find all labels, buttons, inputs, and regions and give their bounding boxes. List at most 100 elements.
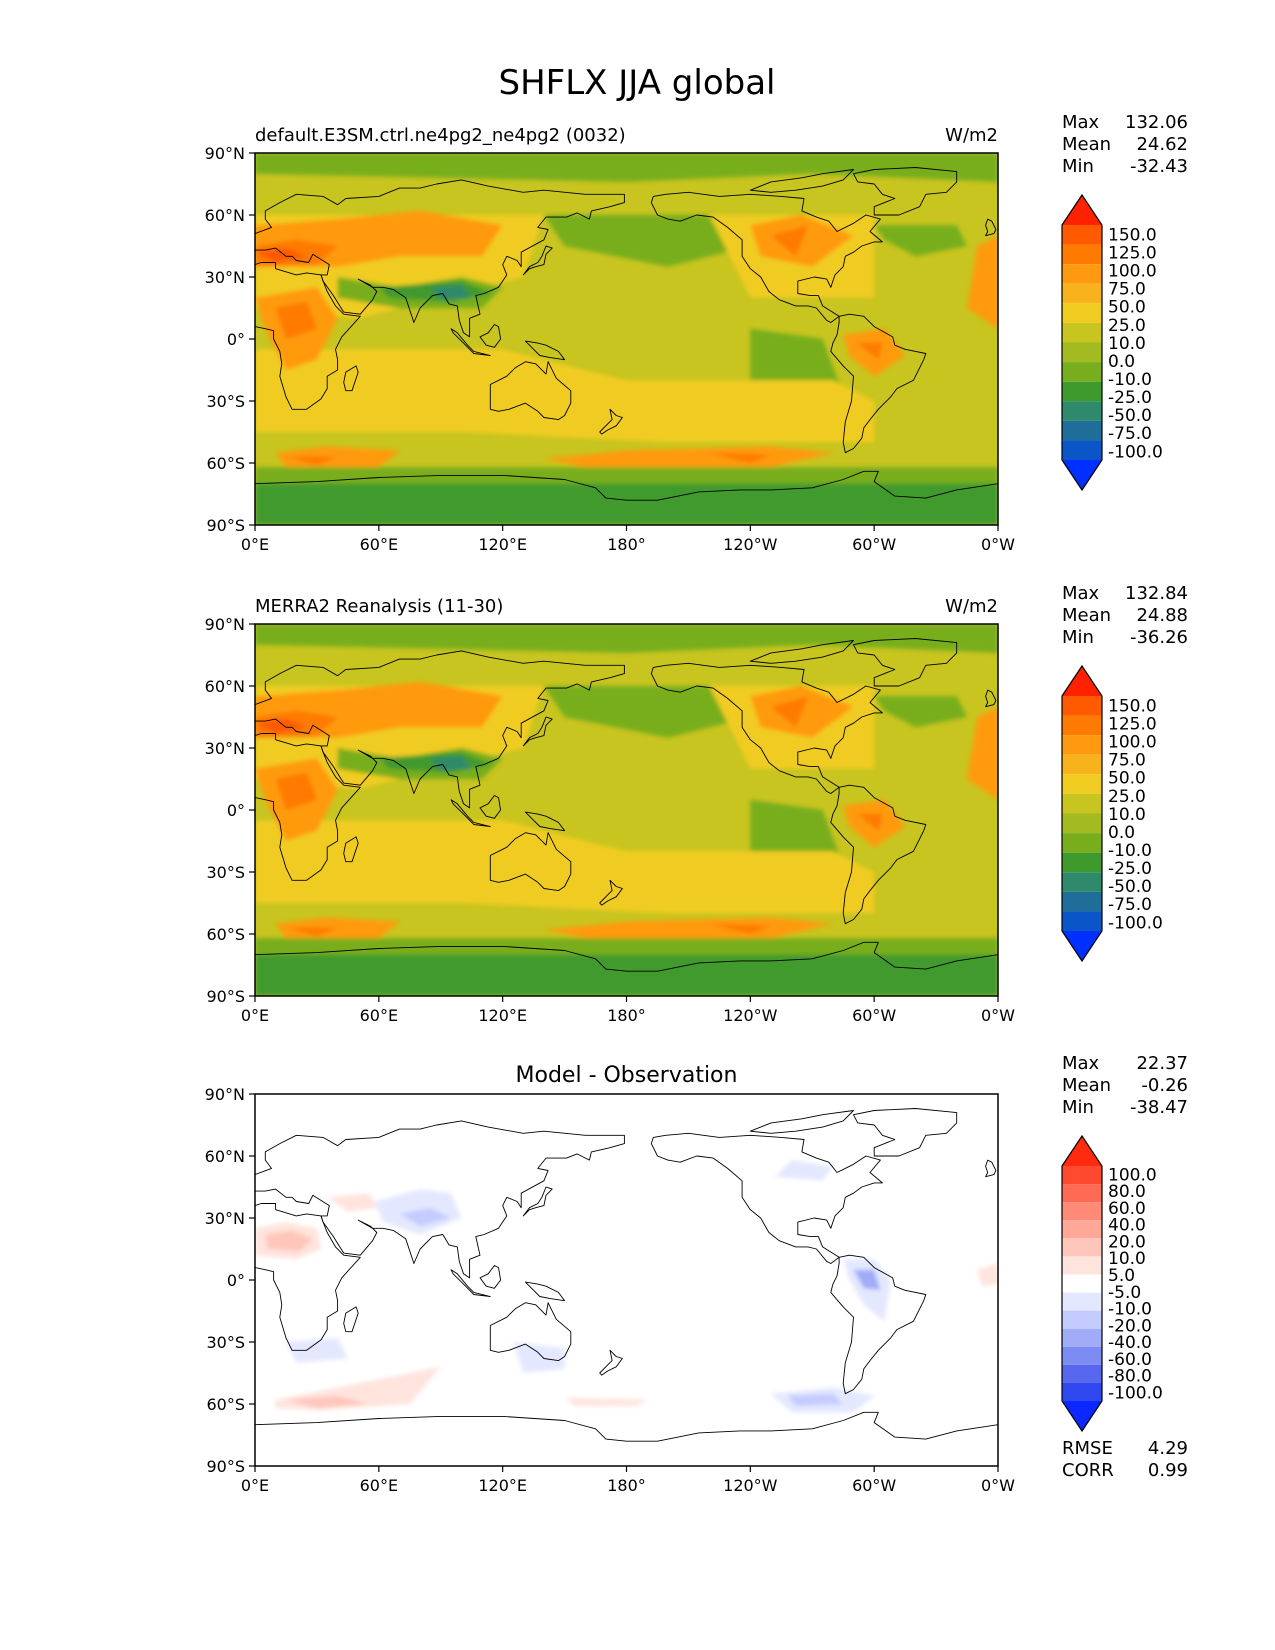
- contour-region: [255, 349, 875, 443]
- contour-region: [255, 624, 998, 653]
- contour-region: [286, 1337, 348, 1363]
- colorbar-tick-label: 10.0: [1108, 334, 1146, 354]
- colorbar-tick-label: -25.0: [1108, 388, 1152, 408]
- contour-region: [286, 1395, 369, 1409]
- colorbar-band: [1062, 754, 1102, 775]
- lat-tick-label: 0°: [227, 1271, 245, 1290]
- stat-label: Mean: [1062, 1075, 1111, 1096]
- panels: default.E3SM.ctrl.ne4pg2_ne4pg2 (0032) W/…: [205, 112, 1188, 1495]
- colorbar-band: [1062, 244, 1102, 265]
- lon-tick-label: 0°E: [241, 1006, 269, 1025]
- contour-region: [543, 917, 833, 939]
- colorbar-tick-label: 10.0: [1108, 805, 1146, 825]
- colorbar-tick-label: 100.0: [1108, 262, 1157, 282]
- contour-region: [709, 923, 771, 934]
- contour-region: [255, 248, 307, 263]
- contour-region: [255, 483, 998, 525]
- colorbar-band: [1062, 1292, 1102, 1311]
- colorbar-band: [1062, 696, 1102, 716]
- contour-region: [967, 706, 998, 800]
- colorbar-extend-min: [1062, 931, 1102, 961]
- lat-tick-label: 90°S: [206, 516, 245, 535]
- lat-tick-label: 90°N: [205, 615, 245, 634]
- lat-tick-label: 30°N: [205, 268, 245, 287]
- colorbar-tick-label: 25.0: [1108, 316, 1146, 336]
- lon-tick-label: 0°W: [981, 1006, 1015, 1025]
- contour-region: [750, 686, 854, 738]
- lon-tick-label: 60°E: [360, 1006, 398, 1025]
- stat-value: 132.84: [1125, 583, 1188, 604]
- colorbar-band: [1062, 735, 1102, 755]
- colorbar-tick-label: -80.0: [1108, 1367, 1152, 1387]
- lat-tick-label: 60°N: [205, 1147, 245, 1166]
- lon-tick-label: 0°E: [241, 535, 269, 554]
- colorbar-band: [1062, 1346, 1102, 1365]
- contour-region: [543, 215, 751, 267]
- lon-tick-label: 120°W: [723, 535, 778, 554]
- stat-label: Min: [1062, 1097, 1094, 1118]
- colorbar-band: [1062, 1310, 1102, 1329]
- lon-tick-label: 180°: [607, 535, 646, 554]
- contour-region: [430, 756, 472, 771]
- colorbar-tick-label: -100.0: [1108, 442, 1163, 462]
- colorbar-extend-max: [1062, 666, 1102, 696]
- contour-region: [771, 225, 809, 257]
- stat-label: Min: [1062, 156, 1094, 177]
- colorbar-tick-label: 0.0: [1108, 352, 1135, 372]
- stat-label: Mean: [1062, 605, 1111, 626]
- stat-label: Max: [1062, 112, 1100, 133]
- colorbar-tick-label: 150.0: [1108, 696, 1157, 716]
- colorbar-band: [1062, 440, 1102, 460]
- contour-region: [430, 285, 472, 300]
- colorbar-band: [1062, 793, 1102, 814]
- colorbar-tick-label: -50.0: [1108, 877, 1152, 897]
- lon-tick-label: 120°E: [478, 1006, 527, 1025]
- colorbar-band: [1062, 911, 1102, 931]
- colorbar-band: [1062, 303, 1102, 323]
- contour-region: [399, 1207, 452, 1227]
- colorbar: 150.0125.0100.075.050.025.010.00.0-10.0-…: [1061, 193, 1163, 492]
- colorbar-band: [1062, 401, 1102, 421]
- contour-region: [255, 820, 875, 914]
- lat-tick-label: 30°N: [205, 1209, 245, 1228]
- contour-region: [255, 719, 307, 734]
- panel-title-center: Model - Observation: [516, 1063, 738, 1088]
- lon-tick-label: 120°W: [723, 1476, 778, 1495]
- lon-tick-label: 60°W: [852, 535, 896, 554]
- panel-model: default.E3SM.ctrl.ne4pg2_ne4pg2 (0032) W/…: [205, 112, 1188, 554]
- colorbar-tick-label: 80.0: [1108, 1182, 1146, 1202]
- panel-diff: Model - Observation 90°N 60°N 30°N 0° 30°S 60°…: [205, 1053, 1188, 1495]
- contour-region: [265, 1230, 313, 1252]
- lon-tick-label: 60°E: [360, 535, 398, 554]
- figure-title: SHFLX JJA global: [499, 63, 776, 103]
- stat-value: -38.47: [1130, 1097, 1188, 1118]
- colorbar-band: [1062, 381, 1102, 402]
- coastlines: [255, 638, 998, 996]
- colorbar-band: [1062, 813, 1102, 834]
- colorbar-tick-label: 20.0: [1108, 1232, 1146, 1252]
- lat-tick-label: 90°N: [205, 144, 245, 163]
- colorbar-tick-label: 5.0: [1108, 1266, 1135, 1286]
- lat-tick-label: 60°N: [205, 677, 245, 696]
- stat-value: 24.88: [1136, 605, 1188, 626]
- stat-value: 24.62: [1136, 134, 1188, 155]
- contour-region: [286, 927, 338, 937]
- stat-value: -32.43: [1130, 156, 1188, 177]
- colorbar-tick-label: -10.0: [1108, 1300, 1152, 1320]
- stat-label: Mean: [1062, 134, 1111, 155]
- colorbar-extend-max: [1062, 1136, 1102, 1166]
- colorbar-tick-label: -40.0: [1108, 1333, 1152, 1353]
- field-contours: [255, 1160, 998, 1413]
- colorbar-extend-min: [1062, 1401, 1102, 1431]
- colorbar-band: [1062, 1184, 1102, 1203]
- panel-title-left: MERRA2 Reanalysis (11-30): [255, 596, 503, 617]
- contour-region: [967, 235, 998, 329]
- metric-label: CORR: [1062, 1460, 1114, 1481]
- colorbar-band: [1062, 1220, 1102, 1239]
- colorbar: 150.0125.0100.075.050.025.010.00.0-10.0-…: [1061, 664, 1163, 963]
- lon-tick-label: 120°E: [478, 535, 527, 554]
- colorbar-band: [1062, 715, 1102, 736]
- colorbar-tick-label: -10.0: [1108, 841, 1152, 861]
- colorbar-band: [1062, 1382, 1102, 1401]
- contour-region: [275, 772, 317, 810]
